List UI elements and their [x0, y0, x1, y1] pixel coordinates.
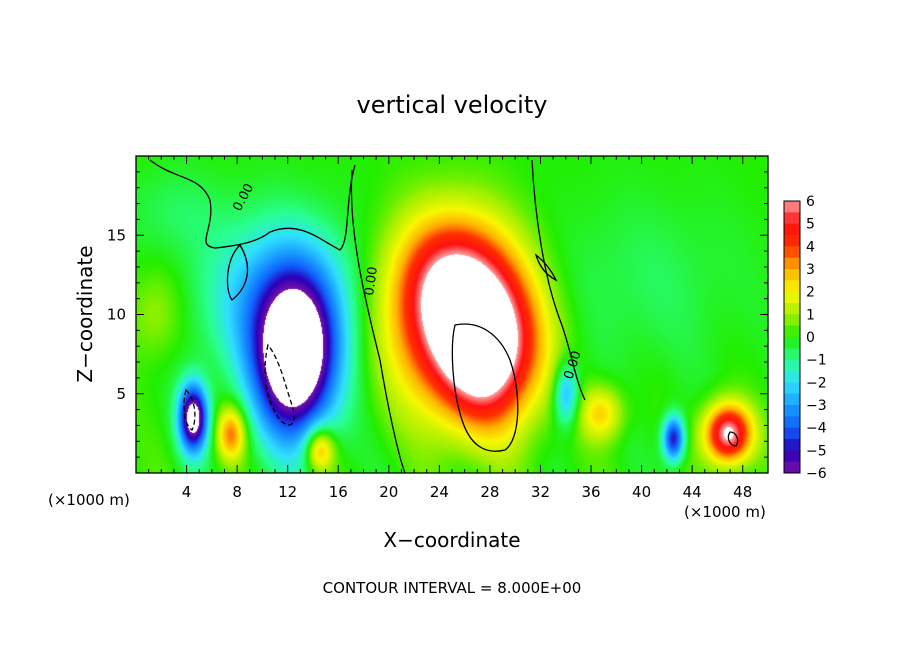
- updraft-core-contour: [451, 323, 519, 452]
- colorbar-cell: [784, 382, 800, 395]
- zero-contour-lobe: [226, 243, 249, 301]
- x-tick-label: 24: [430, 483, 449, 501]
- x-tick-label: 28: [480, 483, 499, 501]
- colorbar-label: −1: [806, 353, 827, 369]
- colorbar-label: −4: [806, 421, 827, 437]
- x-tick-label: 8: [232, 483, 242, 501]
- colorbar-cell: [784, 269, 800, 281]
- colorbar-cell: [784, 337, 800, 349]
- contour-label: 0.00: [230, 181, 257, 214]
- x-tick-label: 40: [632, 483, 651, 501]
- colorbar-label: 6: [806, 194, 815, 210]
- colorbar-label: −5: [806, 443, 827, 459]
- contour-label: 0.00: [562, 349, 585, 381]
- colorbar-label: 0: [806, 330, 815, 346]
- colorbar-cell: [784, 212, 800, 225]
- chart-title: vertical velocity: [357, 91, 548, 119]
- colorbar-cell: [784, 439, 800, 451]
- colorbar-cell: [784, 257, 800, 270]
- colorbar-cell: [784, 280, 800, 293]
- contour-labels: 0.00 0.00 0.00: [230, 181, 584, 381]
- colorbar-label: 4: [806, 239, 815, 255]
- colorbar-cell: [784, 201, 800, 213]
- colorbar-cell: [784, 450, 800, 463]
- zero-contour-right: [531, 159, 586, 401]
- colorbar-cell: [784, 461, 800, 474]
- x-units-right: (×1000 m): [684, 503, 766, 521]
- colorbar-cell: [784, 325, 800, 338]
- colorbar-cell: [784, 393, 800, 406]
- y-tick-labels: 5 10 15: [107, 226, 126, 403]
- downdraft-core-contour: [264, 343, 295, 426]
- x-tick-label: 20: [379, 483, 398, 501]
- colorbar-cell: [784, 371, 800, 383]
- zero-contour-right-lobe: [534, 253, 558, 282]
- zero-contour-lines: [149, 159, 739, 473]
- colorbar-label: 5: [806, 217, 815, 233]
- colorbar-cell: [784, 235, 800, 247]
- x-units-left: (×1000 m): [48, 491, 130, 509]
- colorbar-cell: [784, 348, 800, 361]
- plot-area: 0.00 0.00 0.00: [135, 155, 769, 474]
- x-axis-label: X−coordinate: [383, 528, 520, 552]
- x-tick-label: 44: [683, 483, 702, 501]
- updraft-right-contour: [727, 431, 739, 447]
- colorbar-labels: 6 5 4 3 2 1 0 −1 −2 −3 −4 −5 −6: [806, 194, 827, 482]
- colorbar-cell: [784, 405, 800, 417]
- y-tick-label: 5: [116, 385, 126, 403]
- colorbar-label: −2: [806, 375, 827, 391]
- colorbar-cell: [784, 359, 800, 372]
- colorbar-label: −3: [806, 398, 827, 414]
- colorbar-label: 2: [806, 285, 815, 301]
- zero-contour-left: [149, 159, 356, 251]
- x-tick-label: 32: [531, 483, 550, 501]
- contour-label: 0.00: [362, 266, 381, 297]
- colorbar-label: 1: [806, 307, 815, 323]
- contour-interval-note: CONTOUR INTERVAL = 8.000E+00: [323, 579, 582, 597]
- colorbar-frame: [783, 200, 801, 474]
- x-tick-label: 16: [329, 483, 348, 501]
- y-tick-label: 15: [107, 226, 126, 244]
- velocity-heatmap: [136, 156, 768, 473]
- plot-frame: [135, 155, 769, 474]
- colorbar-cell: [784, 416, 800, 429]
- colorbar-label: −6: [806, 466, 827, 482]
- colorbar: 6 5 4 3 2 1 0 −1 −2 −3 −4 −5 −6: [783, 194, 827, 482]
- x-tick-label: 48: [733, 483, 752, 501]
- colorbar-cell: [784, 246, 800, 259]
- y-tick-label: 10: [107, 306, 126, 324]
- zero-contour-center: [350, 169, 406, 473]
- colorbar-cell: [784, 303, 800, 315]
- colorbar-cell: [784, 427, 800, 440]
- colorbar-cell: [784, 223, 800, 236]
- colorbar-cells: [784, 201, 800, 474]
- colorbar-cell: [784, 291, 800, 304]
- x-tick-label: 12: [278, 483, 297, 501]
- downdraft-left-contour: [183, 388, 196, 431]
- x-tick-label: 4: [182, 483, 192, 501]
- axis-ticks: [136, 156, 768, 473]
- colorbar-label: 3: [806, 262, 815, 278]
- colorbar-cell: [784, 314, 800, 327]
- x-tick-labels: 4 8 12 16 20 24 28 32 36 40 44 48: [182, 483, 752, 501]
- y-axis-label: Z−coordinate: [73, 245, 97, 382]
- x-tick-label: 36: [581, 483, 600, 501]
